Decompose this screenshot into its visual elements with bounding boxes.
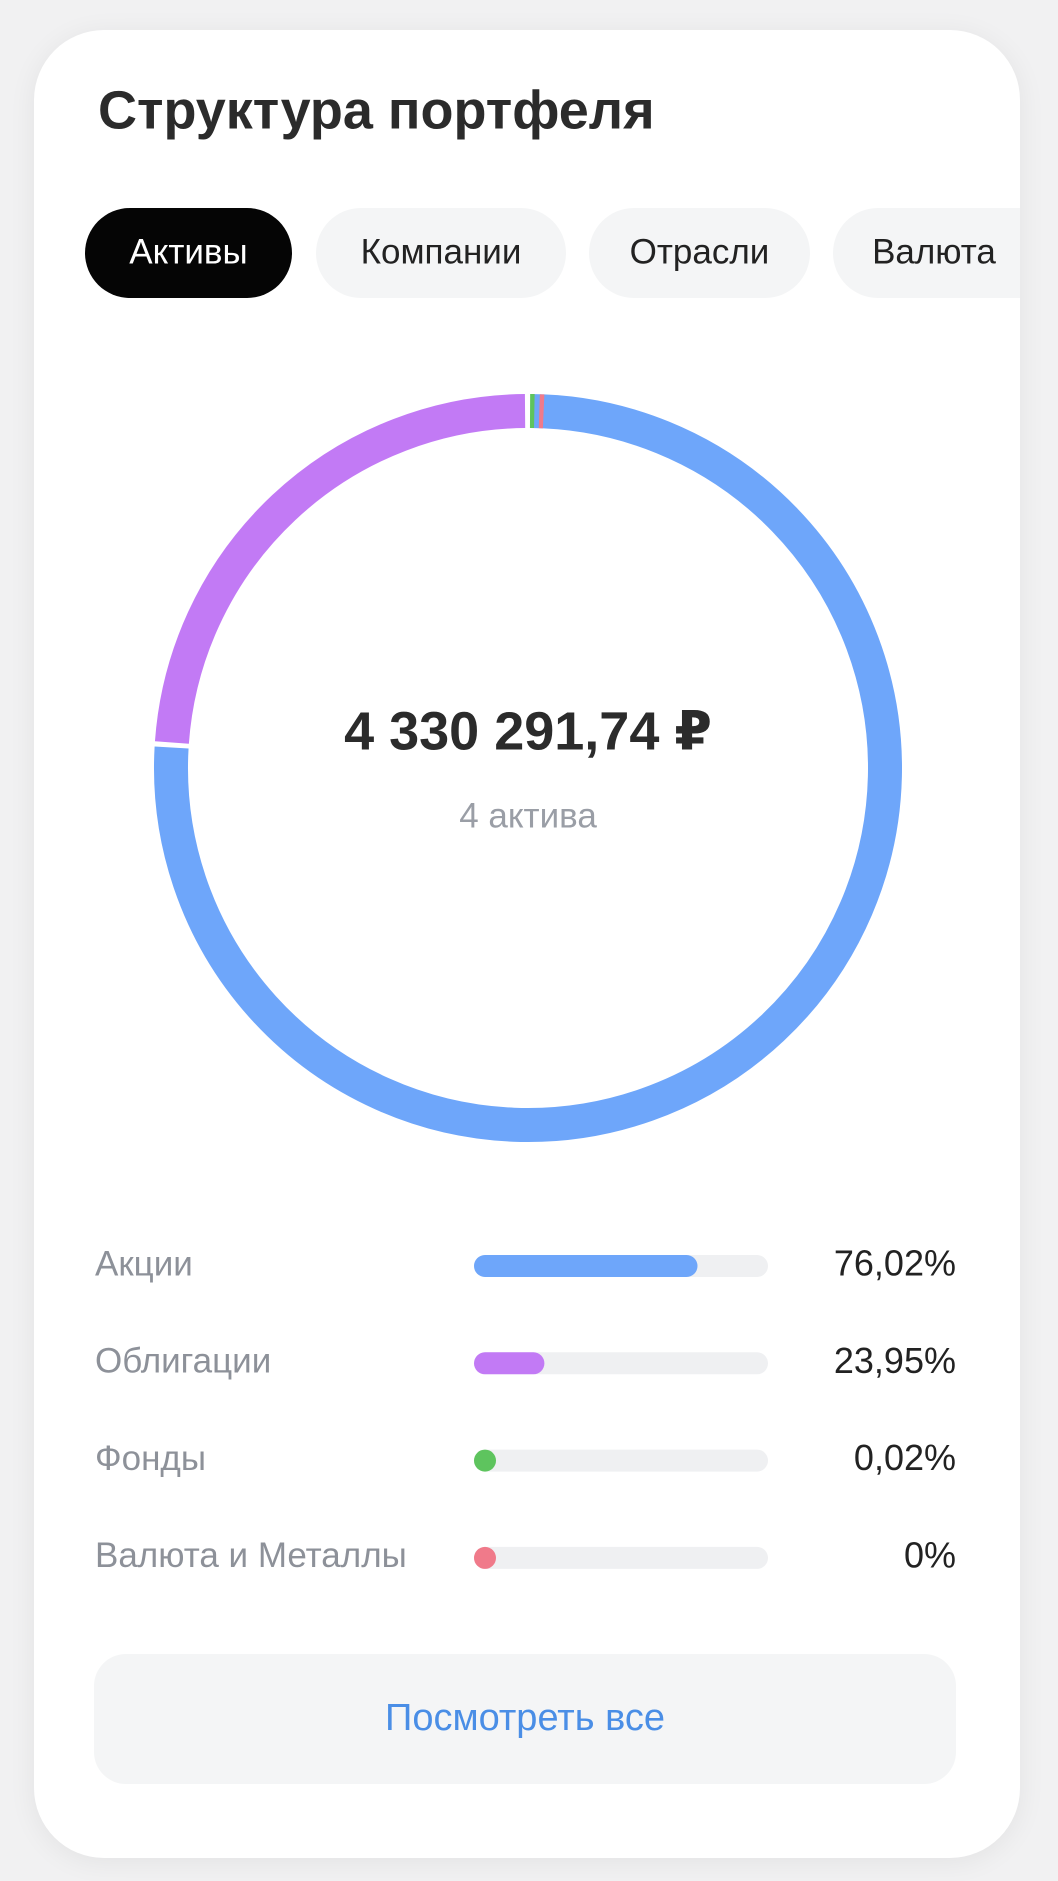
bar [474, 1255, 698, 1277]
tabs: Активы Компании Отрасли Валюта [85, 208, 1058, 298]
donut [154, 394, 902, 1142]
bar-track [474, 1546, 768, 1569]
view-all-button[interactable] [94, 1654, 956, 1784]
total-value: 4 330 291,74 ₽ [344, 701, 712, 761]
legend: Акции 76,02% Облигации 23,95% Фонды 0,02% Валю… [95, 1243, 956, 1576]
donut-segment [154, 394, 902, 1142]
value-label: 0,02% [854, 1437, 956, 1478]
title: Структура портфеля [98, 80, 655, 140]
tab-label[interactable]: Отрасли [630, 232, 770, 271]
legend-label: Акции [95, 1244, 193, 1283]
bar [474, 1546, 496, 1569]
bar-track [474, 1449, 768, 1472]
tab[interactable] [833, 208, 1058, 298]
tab[interactable] [85, 208, 292, 298]
bar [474, 1449, 496, 1472]
tab-label[interactable]: Валюта [872, 232, 996, 271]
bar-track [474, 1352, 768, 1375]
asset-count: 4 актива [459, 796, 597, 835]
donut-segment [154, 394, 526, 744]
tab-label[interactable]: Активы [129, 232, 247, 271]
value-label: 76,02% [834, 1243, 956, 1284]
tab[interactable] [316, 208, 566, 298]
legend-label: Валюта и Металлы [95, 1536, 407, 1575]
tab-label[interactable]: Компании [361, 232, 522, 271]
card [34, 30, 1020, 1858]
tab[interactable] [589, 208, 810, 298]
legend-label: Облигации [95, 1342, 271, 1381]
value-label: 0% [904, 1534, 956, 1575]
value-label: 23,95% [834, 1340, 956, 1381]
legend-label: Фонды [95, 1439, 206, 1478]
bar [474, 1352, 545, 1375]
view-all-label[interactable]: Посмотреть все [385, 1697, 665, 1739]
